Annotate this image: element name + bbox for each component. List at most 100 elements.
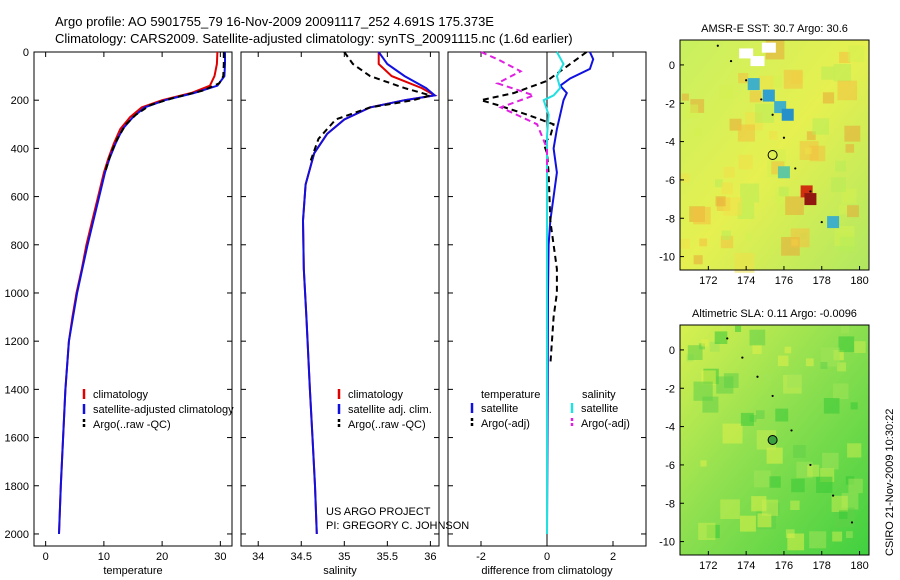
sst_map-patch <box>831 177 846 193</box>
difference-xtick-label: 2 <box>610 551 616 563</box>
sst_map-patch <box>812 118 829 135</box>
sst_map-patch <box>721 230 731 240</box>
sla_map-patch <box>805 358 814 367</box>
sla_map-island-dot <box>809 463 812 467</box>
sst_map-panel: 172 174 176 178 180 0 -2 -4 -6 -8 -10 AMSR-E SST: 3… <box>659 23 870 287</box>
sla_map-patch <box>777 355 789 367</box>
sst_map-xtick-label: 174 <box>737 275 755 287</box>
salinity-xlabel: salinity <box>323 565 357 577</box>
sla_map-patch <box>793 445 806 458</box>
sla_map-island-dot <box>726 337 729 340</box>
sla_map-patch <box>709 341 720 352</box>
sla_map-frame <box>679 324 870 556</box>
sla_map-patch <box>769 476 781 488</box>
sst_map-patch <box>680 238 690 249</box>
sst_map-patch <box>693 127 702 137</box>
sst_map-patch <box>809 145 826 162</box>
timestamp-stamp: CSIRO 21-Nov-2009 10:30:22 <box>884 408 896 556</box>
profile-plots: 0 10 20 30020040060080010001200140016001800… <box>5 47 647 577</box>
sla_map-patch <box>756 410 765 419</box>
legend-entry-black: Argo(..raw -QC) <box>348 419 426 431</box>
sst_map-patch <box>699 238 708 247</box>
legend-header-salinity: salinity <box>582 389 616 401</box>
difference-xtick-label: 0 <box>544 551 550 563</box>
salinity-xtick-label: 34.5 <box>291 551 312 563</box>
legend-entry-blue: satellite adj. clim. <box>348 404 432 416</box>
sst_map-patch <box>783 69 803 89</box>
sst_map-patch <box>737 124 755 142</box>
sla_map-patch <box>848 478 863 494</box>
sst_map-patch <box>723 197 742 216</box>
sst_map-island-dot <box>760 98 763 101</box>
sst_map-patch <box>821 66 835 80</box>
sla_map-ytick-label: 0 <box>669 345 675 357</box>
sla_map-patch <box>693 381 713 401</box>
difference-series-blue <box>546 51 595 535</box>
sst-nodata <box>761 42 776 53</box>
sst_map-patch <box>822 92 835 104</box>
sla_map-island-dot <box>741 356 744 359</box>
sst_map-patch <box>755 103 775 123</box>
sla_map-xtick-label: 178 <box>813 560 831 572</box>
sst_map-island-dot <box>729 59 733 63</box>
sst_map-patch <box>693 206 711 225</box>
sla_map-patch <box>714 331 728 344</box>
sst_map-patch <box>740 183 760 203</box>
sla_map-patch <box>841 325 849 334</box>
sla_map-patch <box>761 499 779 516</box>
salinity-xtick-label: 35.5 <box>377 551 398 563</box>
sst_map-frame <box>679 39 870 271</box>
sla_map-patch <box>766 447 783 464</box>
sst_map-patch <box>790 228 810 248</box>
difference-xtick-label: -2 <box>476 551 486 563</box>
sst_map-patch <box>734 252 755 273</box>
sst_map-xtick-label: 172 <box>699 275 717 287</box>
sst_map-patch <box>805 147 812 155</box>
sla_map-patch <box>791 478 805 493</box>
sla_map-patch <box>823 398 840 414</box>
sst_map-patch <box>838 204 849 215</box>
sla_map-patch <box>820 362 828 369</box>
sst_map-patch <box>721 182 734 195</box>
sst-nodata <box>750 56 765 67</box>
sla_map-ytick-label: -6 <box>665 460 675 472</box>
sst_map-patch <box>845 144 855 153</box>
sla_map-patch <box>820 347 840 367</box>
sla_map-xtick-label: 174 <box>737 560 755 572</box>
sst_map-patch <box>778 186 789 197</box>
sst_map-xtick-label: 180 <box>850 275 868 287</box>
sst_map-patch <box>758 75 774 92</box>
sst_map-patch <box>745 233 754 241</box>
sst_map-patch <box>785 196 804 215</box>
sla_map-patch <box>701 370 716 385</box>
sst-feature <box>747 78 760 91</box>
sla_map-patch <box>809 531 827 549</box>
sst_map-patch <box>844 125 861 142</box>
temperature-ytick-label: 200 <box>11 95 29 107</box>
sst_map-patch <box>738 154 753 170</box>
sst_map-patch <box>847 45 865 63</box>
legend-entry-red: climatology <box>348 389 404 401</box>
sst_map-patch <box>841 188 857 204</box>
sst_map-patch <box>835 160 847 172</box>
legend-header-temperature: temperature <box>481 389 540 401</box>
sla_map-patch <box>787 533 805 551</box>
sst_map-patch <box>719 85 733 99</box>
sst_map-island-dot <box>745 79 748 82</box>
sla_map-patch <box>816 476 833 493</box>
salinity-axes-frame <box>240 51 440 547</box>
salinity-series-blue <box>301 51 438 535</box>
sst_map-patch <box>770 75 782 88</box>
sla_map-patch <box>720 499 740 519</box>
sla_map-title: Altimetric SLA: 0.11 Argo: -0.0096 <box>692 308 857 320</box>
sst_map-patch <box>839 51 851 63</box>
sst_map-patch <box>840 236 856 253</box>
sla_map-patch <box>822 452 839 470</box>
sla_map-patch <box>787 373 802 388</box>
sst_map-patch <box>806 131 816 141</box>
legend-entry-magenta: Argo(-adj) <box>581 418 630 430</box>
sla_map-patch <box>837 362 847 372</box>
sla_map-patch <box>700 460 707 467</box>
salinity-xtick-label: 34 <box>252 551 264 563</box>
